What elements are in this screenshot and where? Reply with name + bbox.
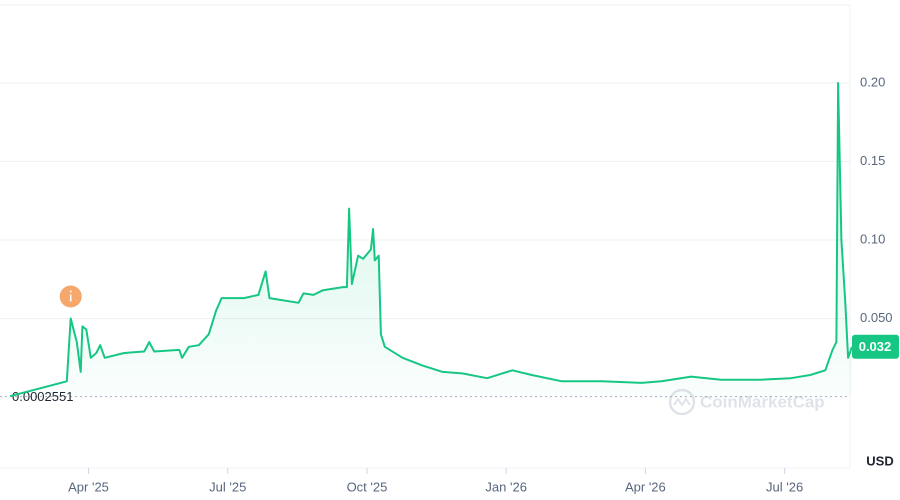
price-line bbox=[9, 82, 853, 398]
x-tick-label: Jul '26 bbox=[766, 479, 803, 494]
currency-label: USD bbox=[866, 453, 893, 468]
watermark: CoinMarketCap bbox=[668, 388, 825, 416]
y-tick-label: 0.10 bbox=[860, 231, 885, 246]
x-tick-label: Jul '25 bbox=[209, 479, 246, 494]
event-marker-dot bbox=[69, 290, 72, 293]
y-tick-label: 0.050 bbox=[860, 310, 893, 325]
y-tick-label: 0.15 bbox=[860, 153, 885, 168]
current-price-label: 0.032 bbox=[859, 339, 892, 354]
watermark-text: CoinMarketCap bbox=[700, 392, 825, 411]
x-tick-label: Jan '26 bbox=[485, 479, 527, 494]
x-tick-label: Apr '25 bbox=[68, 479, 109, 494]
current-price-badge bbox=[852, 334, 899, 359]
y-tick-label: 0.20 bbox=[860, 74, 885, 89]
x-tick-label: Apr '26 bbox=[625, 479, 666, 494]
price-area bbox=[10, 83, 852, 397]
x-tick-label: Oct '25 bbox=[347, 479, 388, 494]
